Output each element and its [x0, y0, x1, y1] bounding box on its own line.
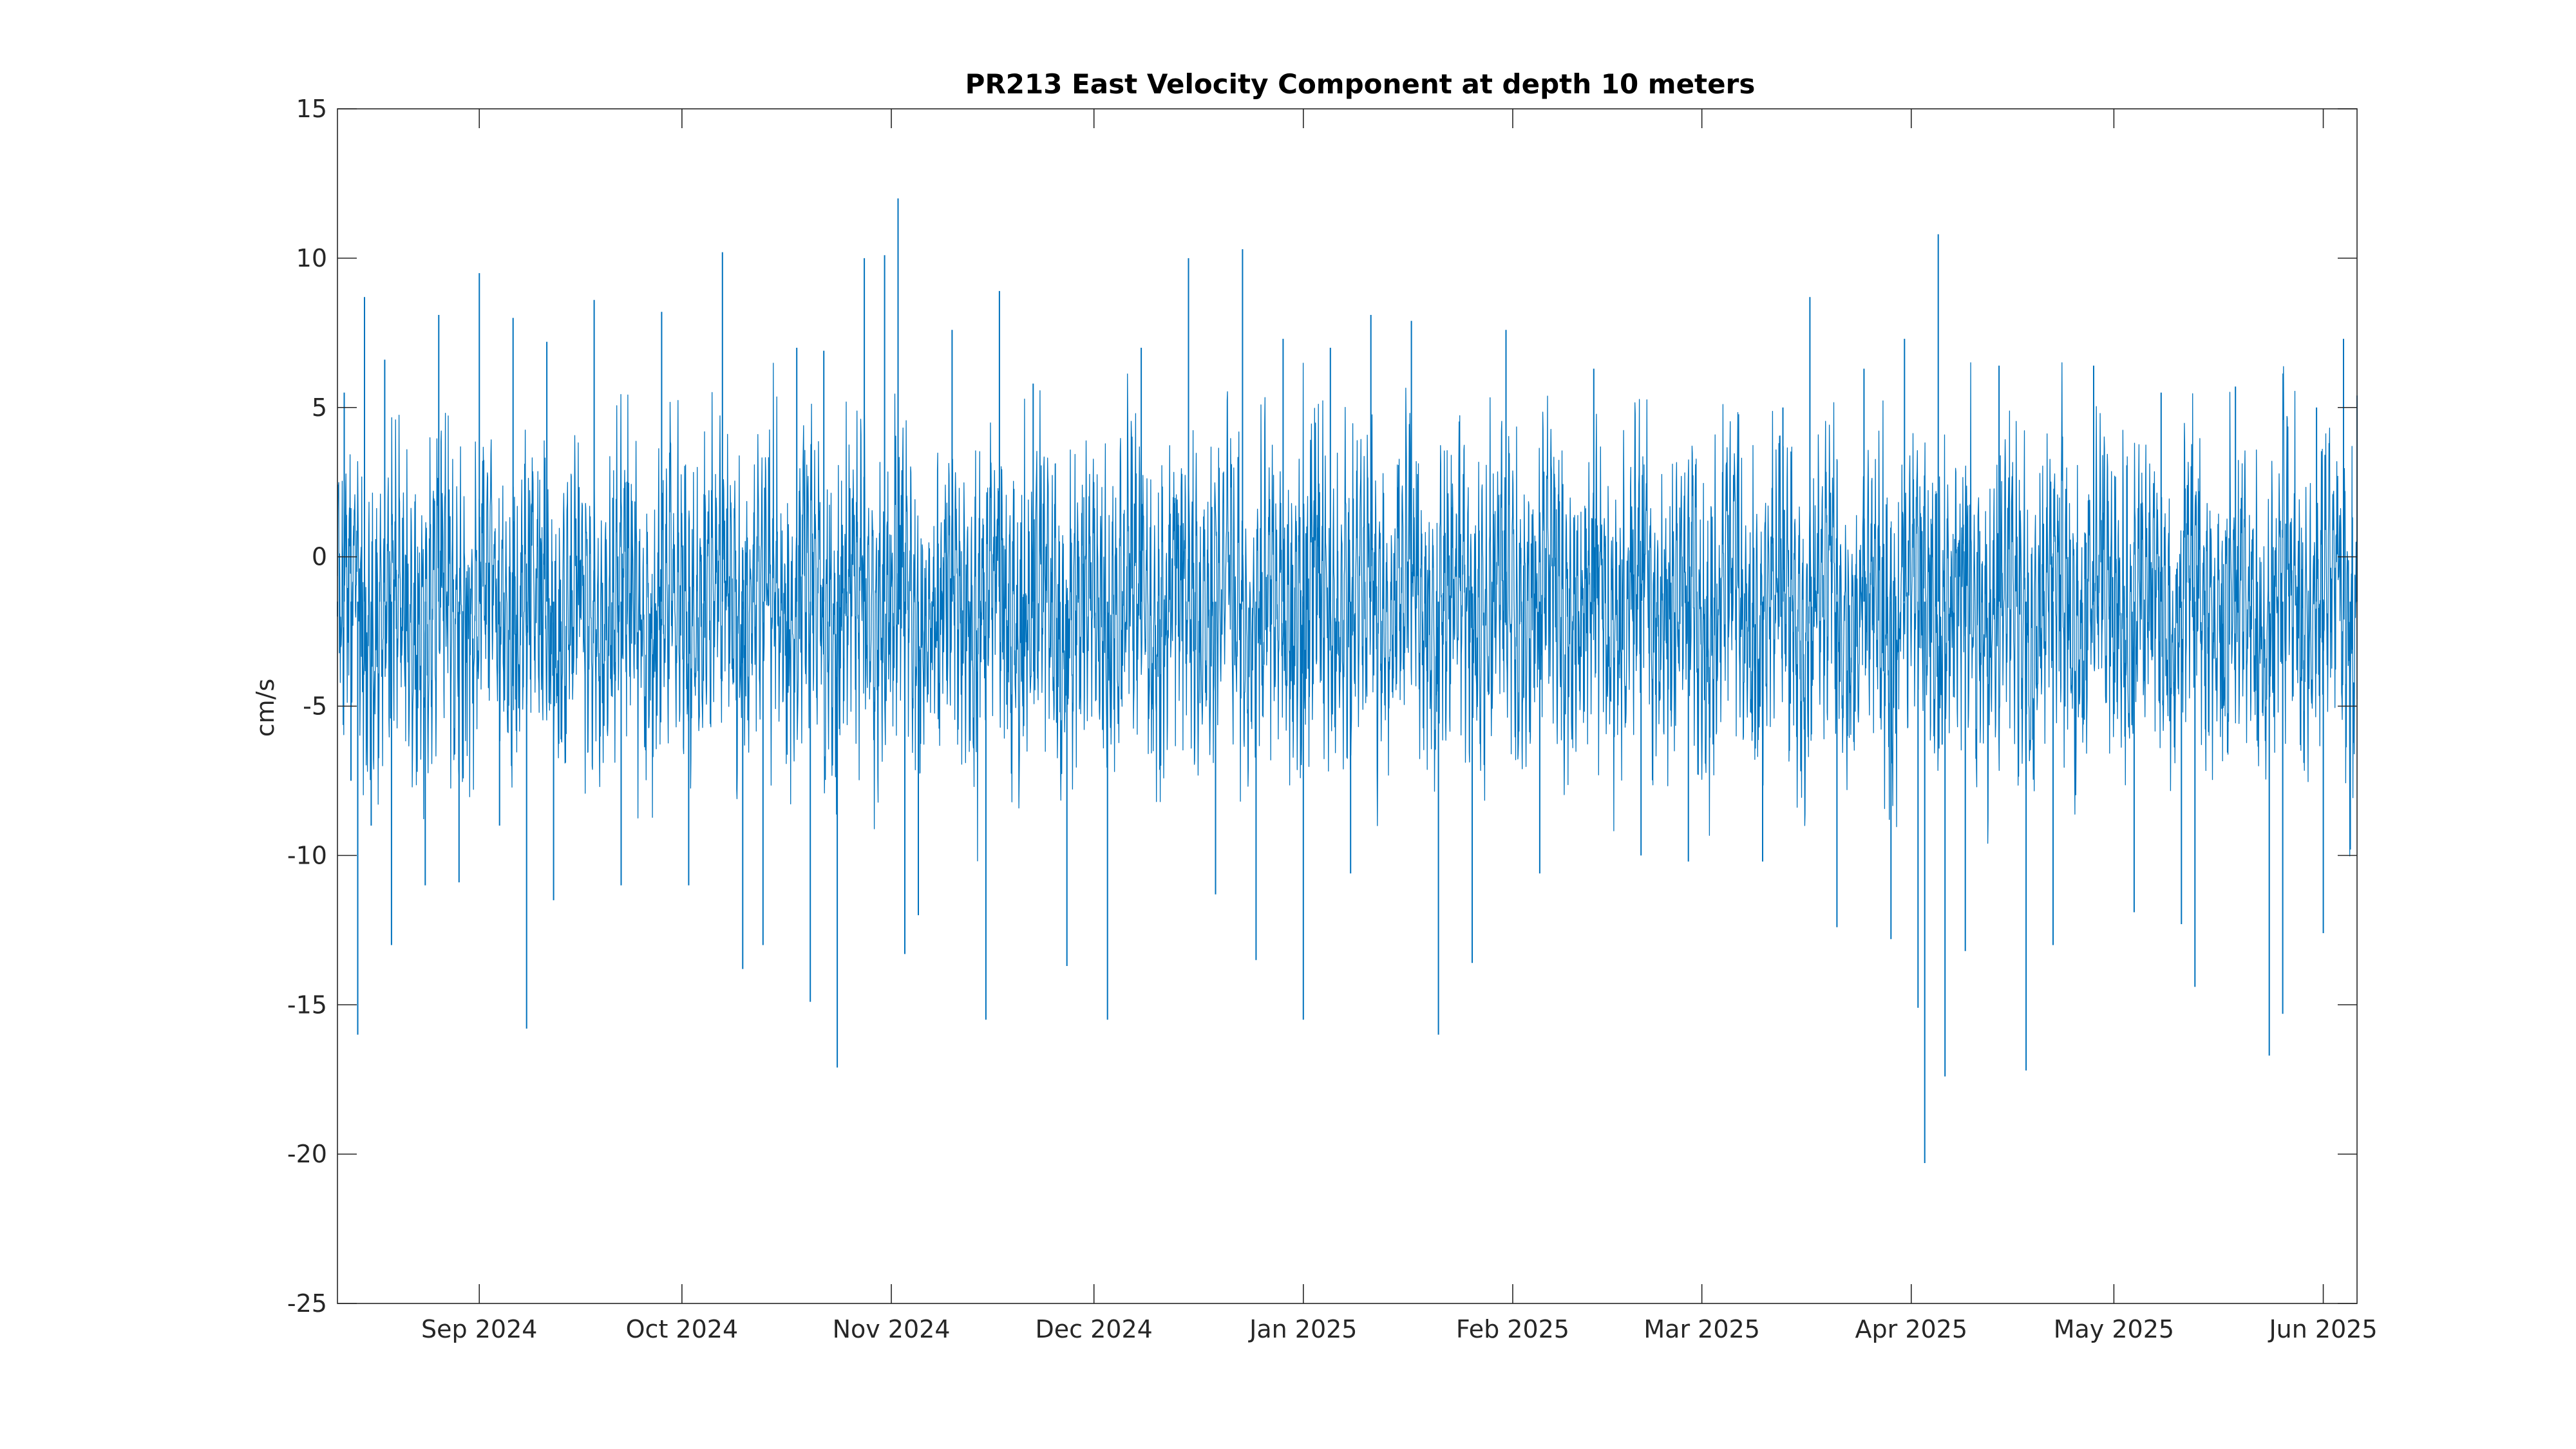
axes: 15 10 5 0 -5 -10 -15 -20 -25 Sep 2024 Oct 2024 Nov … [287, 95, 2378, 1343]
x-tick-label: Jan 2025 [1248, 1315, 1357, 1343]
x-tick-label: May 2025 [2054, 1315, 2174, 1343]
x-tick-label: Sep 2024 [421, 1315, 537, 1343]
series-line-dense [337, 362, 2358, 862]
y-axis-label: cm/s [251, 679, 279, 737]
y-tick-label: -5 [303, 692, 327, 721]
x-tick-label: Dec 2024 [1036, 1315, 1153, 1343]
y-tick-label: 0 [312, 543, 327, 571]
x-tick-label: Jun 2025 [2268, 1315, 2377, 1343]
x-tick-label: Nov 2024 [833, 1315, 951, 1343]
x-tick-label: Mar 2025 [1643, 1315, 1759, 1343]
plot-area [337, 198, 2358, 1163]
y-tick-label: 15 [296, 95, 327, 123]
y-tick-label: -20 [287, 1140, 327, 1168]
y-tick-label: -15 [287, 990, 327, 1019]
y-tick-label: 10 [296, 244, 327, 272]
x-tick-label: Oct 2024 [626, 1315, 739, 1343]
y-tick-label: 5 [312, 393, 327, 422]
y-tick-label: -25 [287, 1289, 327, 1318]
chart-title: PR213 East Velocity Component at depth 1… [965, 68, 1756, 100]
x-tick-label: Apr 2025 [1855, 1315, 1968, 1343]
x-tick-label: Feb 2025 [1456, 1315, 1569, 1343]
y-tick-label: -10 [287, 841, 327, 869]
